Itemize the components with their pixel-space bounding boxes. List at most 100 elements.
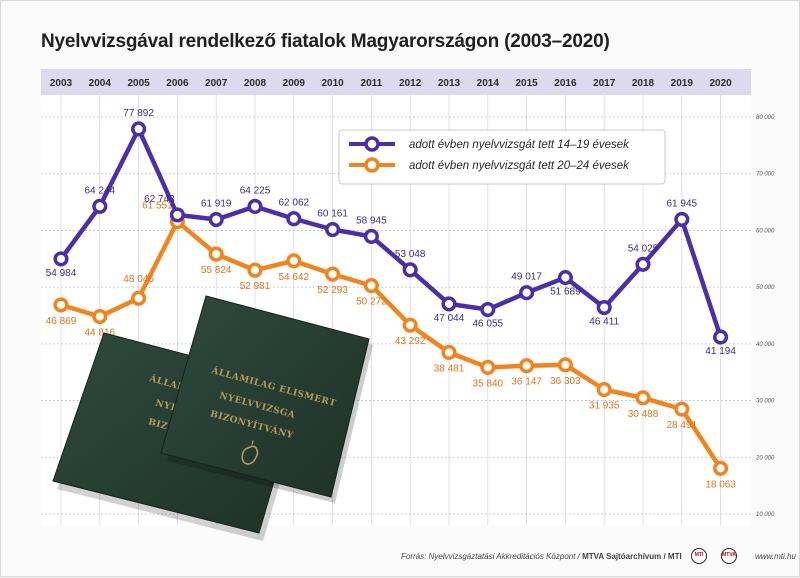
series-1-data-label: 30 488 — [628, 409, 659, 420]
footer-website: www.mti.hu — [755, 552, 796, 561]
series-0-point — [53, 251, 69, 267]
series-0-point — [519, 285, 535, 301]
series-0-data-label: 49 017 — [511, 272, 542, 283]
year-header-band — [41, 69, 751, 95]
series-1-point — [208, 246, 224, 262]
mti-logo: MTI — [691, 548, 707, 564]
year-label: 2009 — [283, 78, 306, 89]
legend-marker-20-24 — [364, 157, 380, 173]
series-1-data-label: 35 840 — [473, 378, 504, 389]
series-1-point — [674, 401, 690, 417]
series-1-point — [131, 290, 147, 306]
series-1-data-label: 44 816 — [85, 328, 116, 339]
series-0-point — [247, 198, 263, 215]
series-0-data-label: 47 044 — [434, 313, 465, 324]
series-1-point — [519, 358, 535, 374]
series-0-data-label: 54 984 — [46, 268, 77, 279]
series-1-data-label: 36 147 — [511, 377, 542, 388]
y-tick-label: 10 000 — [756, 512, 775, 518]
footer-agency: MTVA Sajtóarchívum / MTI — [582, 552, 682, 561]
year-label: 2015 — [515, 78, 538, 89]
year-label: 2014 — [477, 78, 500, 89]
series-line-0 — [59, 126, 723, 338]
series-1-point — [480, 359, 496, 376]
legend-box — [338, 129, 666, 185]
series-0-data-label: 46 411 — [589, 316, 619, 327]
series-0-data-label: 41 194 — [705, 346, 736, 357]
y-tick-label: 30 000 — [756, 399, 775, 405]
series-1-data-label: 52 981 — [240, 281, 271, 292]
series-1-data-label: 43 292 — [395, 336, 426, 347]
series-0-data-label: 53 048 — [395, 249, 426, 260]
series-0-point — [286, 211, 302, 227]
series-0-point — [674, 211, 690, 227]
year-label: 2013 — [438, 78, 461, 89]
series-0-data-label: 58 945 — [356, 215, 387, 226]
series-0-point — [713, 329, 729, 345]
series-0-point — [557, 270, 573, 286]
year-label: 2016 — [554, 78, 577, 89]
series-0-data-label: 54 025 — [628, 243, 659, 254]
series-1-point — [596, 382, 612, 398]
legend: adott évben nyelvvizsgát tett 14–19 éves… — [338, 129, 666, 185]
series-0-point — [596, 299, 612, 316]
series-1-point — [402, 317, 418, 333]
series-1-point — [247, 262, 263, 278]
certificate-front — [160, 295, 370, 498]
series-1-point — [325, 266, 341, 282]
year-axis: 2003 2004 2005 2006 2007 2008 2009 2010 2011 2012… — [50, 78, 732, 89]
series-1-data-label: 50 272 — [356, 297, 387, 308]
series-0-data-label: 60 161 — [317, 209, 348, 220]
series-0-data-label: 61 919 — [201, 199, 232, 210]
year-label: 2012 — [399, 78, 422, 89]
year-label: 2004 — [89, 78, 112, 89]
year-label: 2008 — [244, 78, 267, 89]
series-0-data-label: 61 945 — [667, 198, 698, 209]
legend-label-14-19: adott évben nyelvvizsgát tett 14–19 éves… — [409, 139, 630, 151]
y-tick-label: 60 000 — [756, 228, 775, 234]
series-1-point — [53, 297, 69, 313]
series-1-data-label: 36 303 — [550, 376, 581, 387]
series-1-data-label: 31 935 — [589, 401, 620, 412]
footer-source-text: Forrás: Nyelvvizsgáztatási Akkreditációs… — [401, 552, 580, 561]
series-0-point — [131, 121, 147, 137]
series-1-data-label: 48 046 — [123, 274, 154, 285]
year-label: 2006 — [166, 78, 189, 89]
year-label: 2011 — [361, 78, 383, 89]
year-label: 2010 — [321, 78, 344, 89]
series-0-data-label: 62 062 — [279, 198, 310, 209]
series-1-data-label: 38 481 — [434, 363, 465, 374]
y-axis-ticks: 10 000 20 000 30 000 40 000 50 000 60 000 70 0… — [755, 115, 775, 518]
series-0-point — [325, 221, 341, 238]
footer-source: Forrás: Nyelvvizsgáztatási Akkreditációs… — [401, 552, 682, 561]
certificate-illustration: ÁLLAMILAG ELISMERT NYELVVIZSGA BIZONYÍTV… — [52, 295, 373, 541]
series-0-point — [441, 296, 457, 312]
series-0-point — [92, 198, 108, 214]
series-1-data-label: 54 642 — [279, 272, 310, 283]
series-1-data-label: 28 491 — [667, 420, 698, 431]
y-tick-label: 50 000 — [756, 285, 775, 291]
legend-label-20-24: adott évben nyelvvizsgát tett 20–24 éves… — [409, 160, 630, 172]
coat-of-arms-emblem — [241, 440, 259, 465]
chart-title: Nyelvvizsgával rendelkező fiatalok Magya… — [41, 31, 610, 52]
year-label: 2003 — [50, 78, 73, 89]
series-1-data-label: 46 869 — [46, 316, 77, 327]
series-1-point — [441, 344, 457, 361]
year-label: 2017 — [593, 78, 616, 89]
series-0-data-label: 77 892 — [123, 108, 154, 119]
y-tick-label: 80 000 — [756, 115, 775, 121]
series-0-point — [208, 211, 224, 228]
y-tick-label: 40 000 — [756, 342, 775, 348]
series-1-point — [713, 460, 729, 476]
y-tick-label: 20 000 — [755, 455, 775, 461]
series-0-data-label: 62 743 — [144, 194, 175, 205]
mtva-logo: MTVA — [721, 548, 737, 564]
year-label: 2020 — [709, 78, 732, 89]
series-1-data-label: 52 293 — [317, 285, 348, 296]
data-labels: 54 984 64 244 77 892 62 743 61 919 64 225 62 0… — [46, 108, 737, 490]
series-1-point — [557, 357, 573, 373]
legend-marker-14-19 — [364, 136, 380, 152]
series-1-data-label: 55 824 — [201, 265, 232, 276]
